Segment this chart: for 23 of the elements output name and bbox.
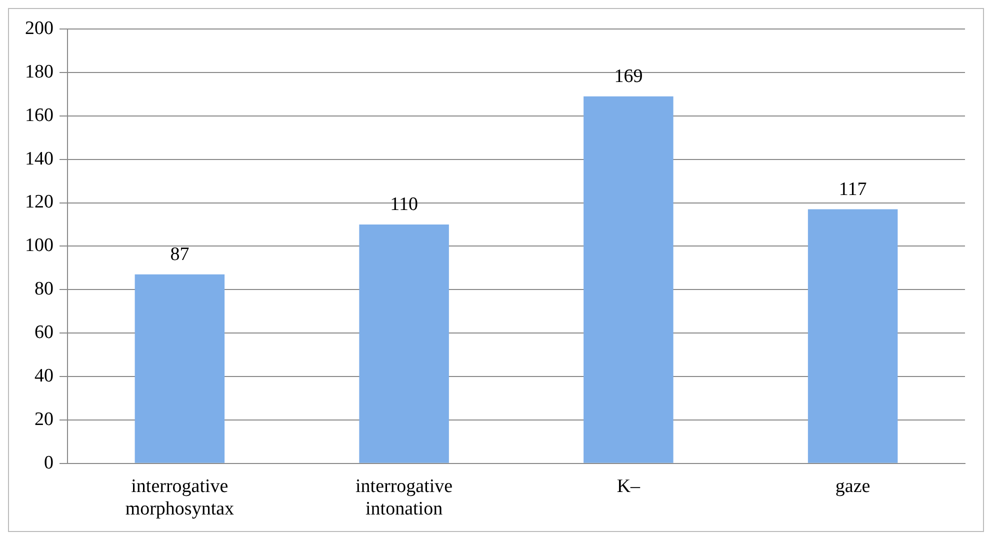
bar bbox=[359, 224, 449, 463]
y-tick-label: 160 bbox=[25, 104, 54, 126]
x-tick-label: interrogative morphosyntax bbox=[125, 476, 235, 520]
y-tick-label: 120 bbox=[25, 192, 54, 213]
x-tick-label: gaze bbox=[835, 476, 870, 497]
x-tick-label: K– bbox=[616, 476, 641, 497]
data-label: 169 bbox=[614, 66, 643, 87]
y-tick-label: 0 bbox=[44, 452, 54, 474]
bar bbox=[134, 274, 225, 463]
y-tick-label: 200 bbox=[25, 18, 54, 39]
y-tick-label: 140 bbox=[25, 148, 54, 170]
y-tick-label: 180 bbox=[25, 61, 54, 82]
data-label: 110 bbox=[390, 194, 418, 215]
y-tick-label: 60 bbox=[34, 322, 54, 344]
y-tick-label: 100 bbox=[25, 235, 54, 256]
data-label: 117 bbox=[838, 178, 867, 200]
data-label: 87 bbox=[170, 244, 190, 265]
bar bbox=[584, 96, 674, 463]
y-tick-label: 20 bbox=[34, 408, 54, 430]
x-tick-label: interrogative intonation bbox=[356, 476, 453, 520]
bar bbox=[808, 209, 898, 463]
y-tick-label: 40 bbox=[34, 366, 54, 387]
y-tick-label: 80 bbox=[34, 278, 54, 300]
